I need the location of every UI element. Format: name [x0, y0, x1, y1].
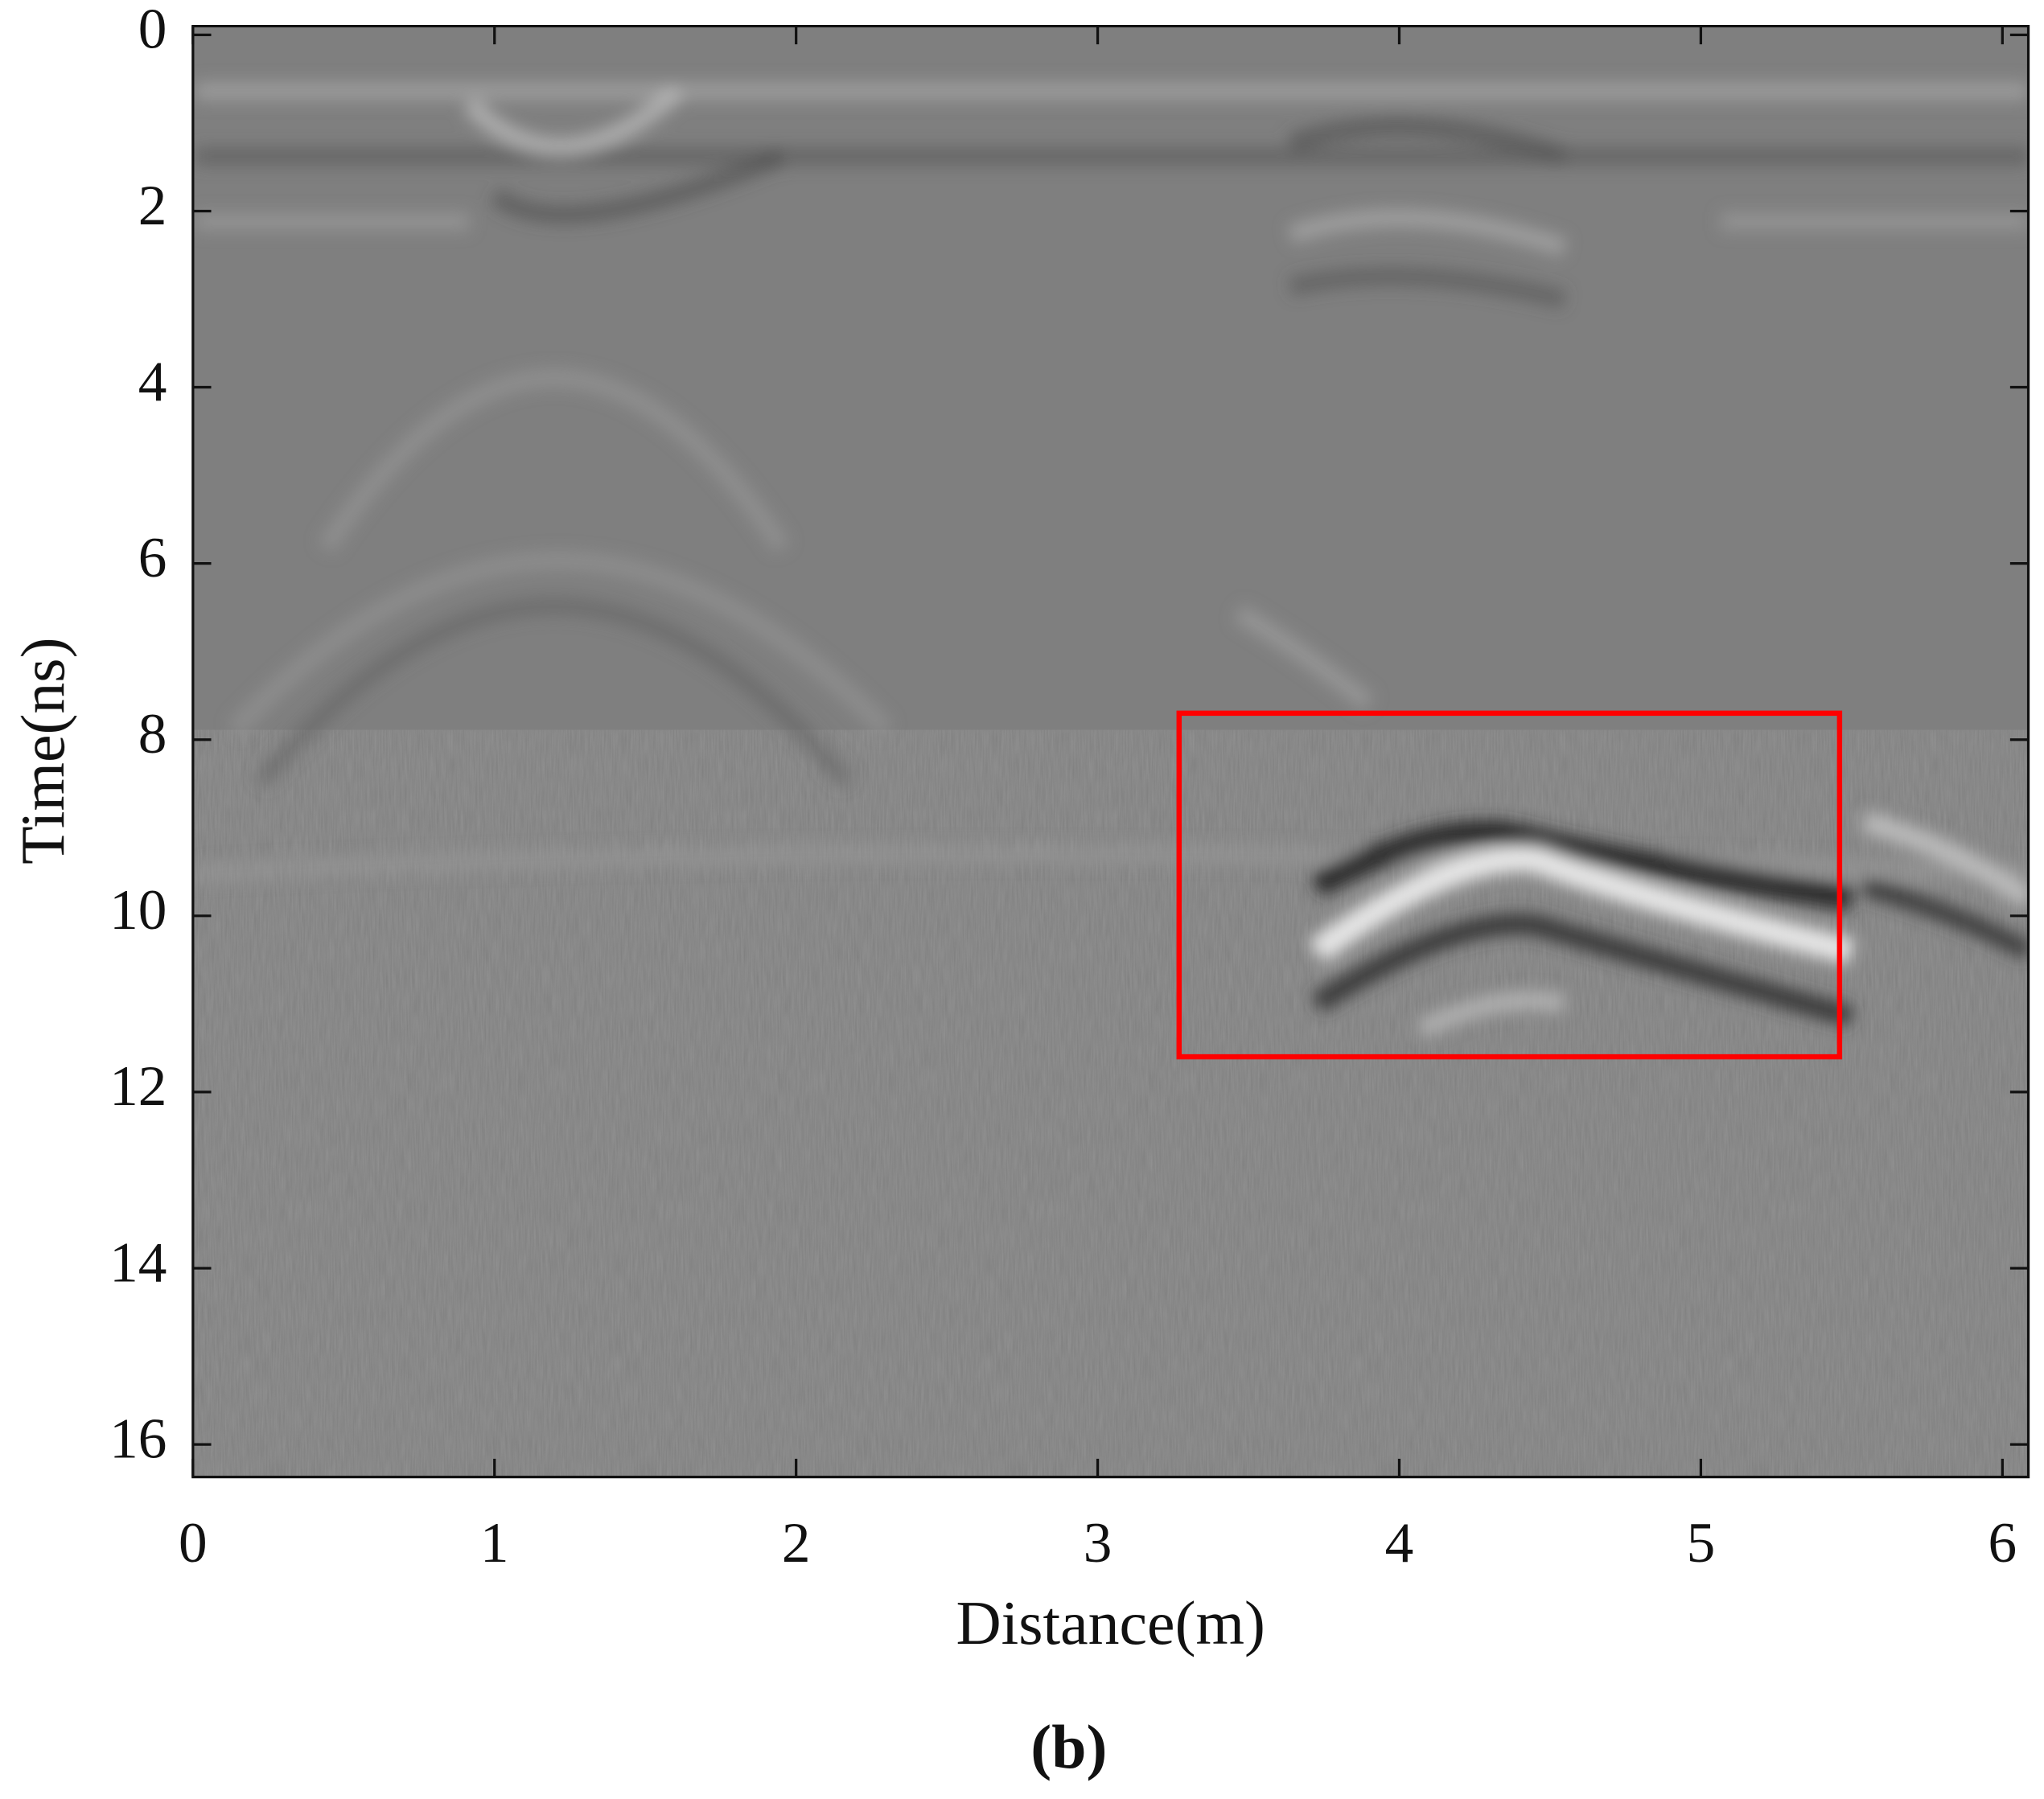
- radargram: [192, 26, 2029, 1477]
- plot-frame: [191, 24, 2030, 1479]
- x-tick-label: 1: [480, 1511, 509, 1575]
- y-axis-label: Time(ns): [8, 637, 77, 864]
- y-tick-label: 16: [109, 1407, 167, 1470]
- x-tick-label: 2: [782, 1511, 811, 1575]
- y-tick-label: 10: [109, 878, 167, 942]
- x-tick-label: 0: [179, 1511, 208, 1575]
- x-axis-label: Distance(m): [956, 1588, 1265, 1657]
- x-tick-label: 4: [1385, 1511, 1414, 1575]
- y-tick-label: 2: [138, 174, 167, 237]
- caption: (b): [1030, 1712, 1107, 1781]
- y-tick-label: 6: [138, 526, 167, 589]
- y-tick-label: 4: [138, 350, 167, 413]
- highlight-box: [1176, 710, 1843, 1060]
- x-tick-label: 6: [1988, 1511, 2017, 1575]
- y-tick-label: 8: [138, 702, 167, 766]
- x-tick-label: 3: [1084, 1511, 1112, 1575]
- x-tick-label: 5: [1687, 1511, 1716, 1575]
- y-tick-label: 14: [109, 1230, 167, 1294]
- y-tick-label: 0: [138, 0, 167, 61]
- y-tick-label: 12: [109, 1054, 167, 1118]
